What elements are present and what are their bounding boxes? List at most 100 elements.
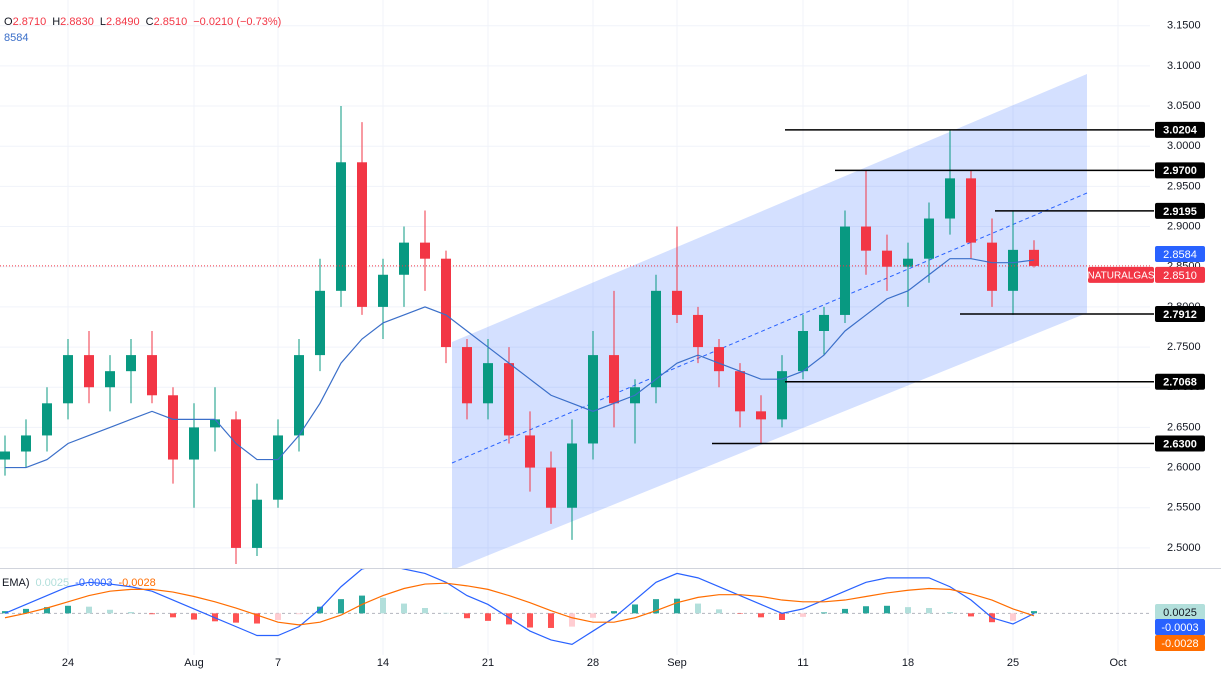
candle-body	[84, 355, 94, 388]
ohlc-legend: O2.8710 H2.8830 L2.8490 C2.8510 −0.0210 (−0.…	[4, 16, 281, 28]
histogram-bar	[758, 613, 764, 618]
x-tick-label: Oct	[1109, 657, 1126, 669]
macd-value-box	[1155, 635, 1205, 651]
histogram-bar	[527, 613, 533, 628]
candle-body	[819, 314, 829, 331]
candle-body	[420, 242, 430, 259]
legend-value: -0.0003	[75, 577, 112, 589]
histogram-bar	[590, 613, 596, 618]
histogram-bar	[548, 613, 554, 628]
legend-key: EMA)	[2, 577, 30, 589]
histogram-bar	[464, 613, 470, 619]
price-pane	[0, 74, 1088, 568]
y-tick-label: 2.9500	[1167, 180, 1201, 192]
candle-body	[441, 258, 451, 348]
candle-body	[504, 363, 514, 436]
y-tick-label: 3.1500	[1167, 20, 1201, 32]
histogram-bar	[275, 613, 281, 620]
histogram-bar	[632, 604, 638, 614]
histogram-bar	[926, 608, 932, 614]
x-tick-label: 18	[902, 657, 914, 669]
candle-body	[651, 290, 661, 388]
histogram-bar	[401, 603, 407, 614]
candle-body	[861, 226, 871, 251]
y-tick-label: 2.5000	[1167, 542, 1201, 554]
macd-legend: EMA) 0.0025 -0.0003 -0.0028	[2, 577, 156, 589]
ma-price-label: 2.8584	[1163, 249, 1197, 261]
histogram-bar	[653, 599, 659, 614]
x-tick-label: 14	[377, 657, 389, 669]
histogram-bar	[233, 613, 239, 623]
histogram-bar	[191, 613, 197, 620]
candle-body	[378, 274, 388, 307]
candle-body	[63, 355, 73, 404]
candle-body	[0, 451, 10, 460]
legend-value: 2.8510	[154, 16, 188, 28]
ma-line	[5, 258, 1035, 469]
y-tick-label: 3.1000	[1167, 60, 1201, 72]
histogram-bar	[569, 613, 575, 627]
histogram-bar	[254, 613, 260, 624]
legend-key: C	[146, 16, 154, 28]
last-price-label: 2.8510	[1163, 270, 1197, 282]
ma-legend: 8584	[4, 32, 28, 44]
level-box	[1155, 373, 1205, 390]
legend-key: O	[4, 16, 13, 28]
candle-body	[399, 242, 409, 275]
histogram-bar	[23, 608, 29, 614]
x-tick-label: 25	[1007, 657, 1019, 669]
x-tick-label: 21	[482, 657, 494, 669]
level-label: 3.0204	[1163, 125, 1198, 137]
y-tick-label: 3.0000	[1167, 140, 1201, 152]
histogram-bar	[485, 613, 491, 621]
candle-body	[21, 435, 31, 452]
macd-value-label: -0.0003	[1161, 622, 1198, 634]
candle-body	[483, 363, 493, 404]
histogram-bar	[716, 609, 722, 614]
candle-body	[882, 250, 892, 267]
level-box	[1155, 121, 1205, 138]
legend-value: 2.8830	[60, 16, 94, 28]
candle-body	[1008, 249, 1018, 291]
histogram-bar	[968, 613, 974, 617]
candle-body	[210, 419, 220, 428]
legend-key: L	[100, 16, 106, 28]
candle-body	[105, 371, 115, 388]
level-label: 2.9700	[1163, 165, 1197, 177]
candle-body	[756, 411, 766, 420]
channel-midline	[451, 192, 1088, 464]
candle-body	[567, 443, 577, 508]
candle-body	[840, 226, 850, 315]
channel	[452, 74, 1087, 568]
legend-value: 2.8490	[106, 16, 140, 28]
histogram-bar	[800, 613, 806, 617]
macd-value-box	[1155, 604, 1205, 620]
candle-body	[546, 467, 556, 508]
histogram-bar	[65, 605, 71, 614]
level-box	[1155, 162, 1205, 179]
candle-body	[252, 499, 262, 548]
histogram-bar	[611, 611, 617, 614]
y-tick-label: 3.0500	[1167, 100, 1201, 112]
candle-body	[462, 347, 472, 404]
histogram-bar	[443, 612, 449, 614]
legend-value: 2.8710	[13, 16, 47, 28]
candle-body	[693, 314, 703, 348]
histogram-bar	[821, 612, 827, 614]
candle-body	[42, 403, 52, 436]
histogram-bar	[170, 613, 176, 618]
x-tick-label: 7	[275, 657, 281, 669]
candle-body	[903, 258, 913, 267]
histogram-bar	[842, 608, 848, 614]
level-label: 2.7068	[1163, 377, 1197, 389]
candle-body	[126, 355, 136, 372]
candle-body	[798, 330, 808, 372]
candle-body	[336, 162, 346, 291]
x-tick-label: 28	[587, 657, 599, 669]
x-tick-label: Aug	[184, 657, 204, 669]
histogram-bar	[863, 606, 869, 614]
last-price-box	[1155, 266, 1205, 283]
histogram-bar	[905, 607, 911, 614]
histogram-bar	[380, 597, 386, 614]
